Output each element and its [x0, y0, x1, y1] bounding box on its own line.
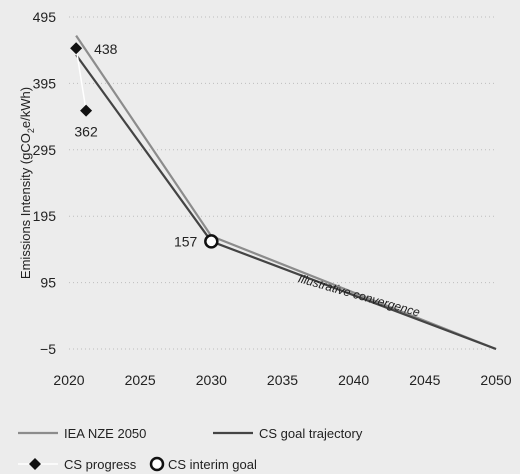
legend-label: CS goal trajectory	[259, 426, 363, 441]
y-tick-label: 395	[33, 75, 57, 91]
data-point-cs-interim-goal	[204, 234, 219, 249]
x-tick-label: 2020	[53, 372, 84, 388]
y-axis-label: Emissions Intensity (gCO2e/kWh)	[18, 87, 36, 279]
legend: IEA NZE 2050 CS goal trajectory CS progres…	[18, 426, 363, 472]
y-axis-label-subscript: 2	[26, 128, 36, 133]
gridlines	[69, 16, 496, 350]
data-label: 438	[94, 41, 118, 57]
y-tick-label: 295	[33, 142, 57, 158]
x-tick-label: 2040	[338, 372, 369, 388]
progress-connector-line	[75, 48, 87, 111]
legend-label: CS interim goal	[168, 457, 257, 472]
legend-item-cs-progress: CS progress	[18, 457, 137, 472]
data-label: 362	[74, 124, 98, 140]
data-label: 157	[174, 233, 198, 249]
series-line-cs-goal-trajectory	[75, 54, 497, 351]
y-axis-label-part: e/kWh)	[18, 87, 33, 128]
y-tick-label: 195	[33, 208, 57, 224]
y-tick-label: −5	[40, 341, 56, 357]
legend-label: CS progress	[64, 457, 137, 472]
y-tick-label: 95	[40, 275, 56, 291]
legend-swatch-circle	[149, 456, 165, 472]
x-tick-label: 2030	[196, 372, 227, 388]
x-tick-label: 2035	[267, 372, 298, 388]
x-tick-label: 2045	[409, 372, 440, 388]
x-tick-label: 2025	[125, 372, 156, 388]
legend-item-iea-nze-2050: IEA NZE 2050	[18, 426, 146, 441]
legend-swatch-diamond	[29, 458, 41, 470]
y-tick-label: 495	[33, 9, 57, 25]
legend-label: IEA NZE 2050	[64, 426, 146, 441]
series-line-iea-nze-2050	[75, 34, 497, 351]
annotation-illustrative-convergence: Illustrative convergence	[297, 271, 422, 319]
legend-item-cs-goal-trajectory: CS goal trajectory	[213, 426, 363, 441]
data-point-cs-progress	[80, 104, 93, 117]
x-tick-label: 2050	[480, 372, 511, 388]
data-point-cs-progress	[70, 42, 83, 55]
y-axis-label-part: Emissions Intensity (gCO	[18, 133, 33, 279]
legend-item-cs-interim-goal: CS interim goal	[149, 456, 257, 472]
